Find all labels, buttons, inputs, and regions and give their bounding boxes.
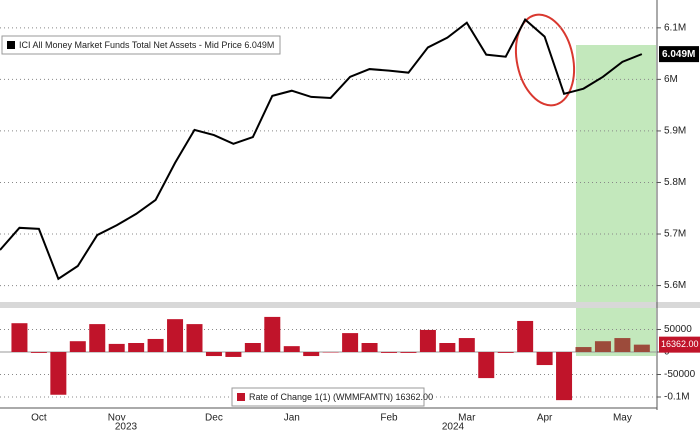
bar (458, 338, 475, 353)
bar (205, 352, 222, 357)
bar (186, 324, 203, 353)
bar (614, 338, 631, 353)
bar (108, 343, 125, 353)
legend-text: ICI All Money Market Funds Total Net Ass… (19, 40, 274, 50)
bar (11, 323, 28, 353)
legend-swatch (237, 393, 245, 401)
bar (633, 344, 650, 353)
bar (69, 341, 86, 353)
bar (439, 343, 456, 353)
last-value-label: 16362.00 (661, 339, 699, 349)
bar (50, 352, 67, 395)
line (0, 17, 643, 281)
x-tick-label: Nov (108, 413, 126, 424)
bar (536, 352, 553, 366)
x-tick-label: Oct (31, 413, 47, 424)
bar (478, 352, 495, 379)
bar (497, 352, 514, 353)
x-tick-label: Mar (458, 413, 476, 424)
annotation-circle (514, 13, 576, 107)
bar (594, 341, 611, 353)
panel-separator (0, 302, 700, 308)
legend-swatch (7, 41, 15, 49)
y-tick-label: -50000 (664, 369, 696, 380)
year-label: 2024 (442, 422, 465, 432)
y-tick-label: -0.1M (664, 392, 690, 403)
bar (283, 346, 300, 353)
legend-box (231, 387, 425, 407)
bar (244, 343, 261, 353)
y-tick-label: 6M (664, 74, 678, 85)
bar (361, 343, 378, 353)
last-value-tag (659, 336, 700, 353)
bar (128, 343, 145, 353)
bar (381, 352, 397, 353)
bar (556, 352, 573, 401)
bar (517, 320, 534, 353)
last-value-label: 6.049M (662, 49, 695, 60)
y-tick-label: 5.8M (664, 177, 686, 188)
y-tick-label: 5.9M (664, 126, 686, 137)
bar (225, 352, 242, 357)
x-tick-label: Dec (205, 413, 223, 424)
highlight-region (576, 45, 656, 356)
legend-text: Rate of Change 1(1) (WMMFAMTN) 16362.00 (249, 392, 433, 402)
y-tick-label: 6.1M (664, 22, 686, 33)
x-tick-label: Jan (284, 413, 300, 424)
bar (147, 338, 164, 353)
bar (167, 319, 184, 353)
bar (400, 352, 417, 353)
y-tick-label: 5.6M (664, 280, 686, 291)
bar (419, 329, 436, 353)
bar (30, 352, 47, 353)
bar (303, 352, 320, 357)
bar (264, 316, 281, 353)
y-tick-label: 5.7M (664, 229, 686, 240)
bar (89, 324, 106, 353)
year-label: 2023 (115, 422, 138, 432)
bar (575, 347, 592, 353)
legend-box (1, 35, 281, 55)
x-tick-label: May (613, 413, 632, 424)
y-tick-label: 50000 (664, 324, 692, 335)
x-tick-label: Apr (537, 413, 553, 424)
bar (342, 333, 359, 353)
last-value-tag (659, 46, 699, 63)
x-tick-label: Feb (380, 413, 398, 424)
